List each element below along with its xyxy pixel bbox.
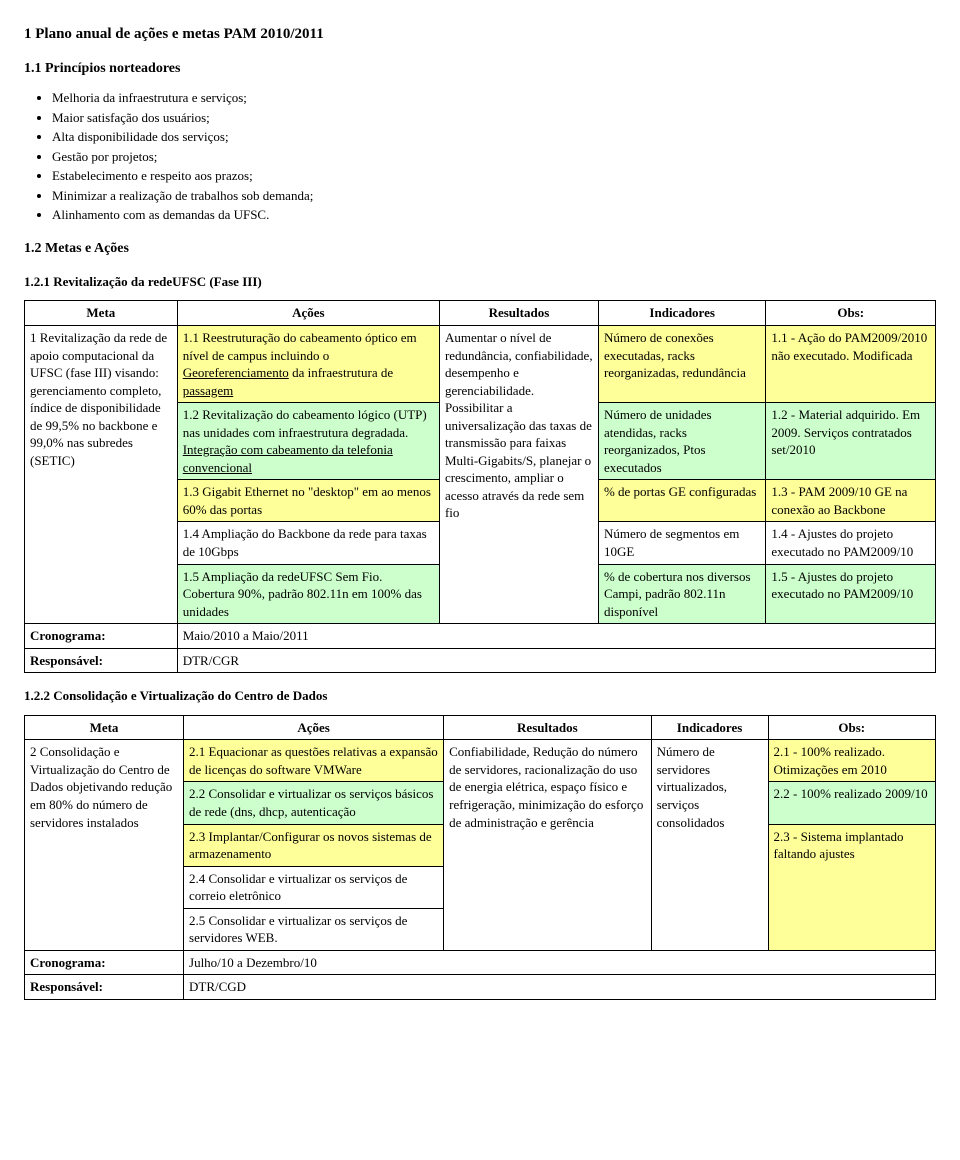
- obs-cell: 1.4 - Ajustes do projeto executado no PA…: [766, 522, 936, 564]
- col-acoes: Ações: [177, 301, 439, 326]
- table-row: 1 Revitalização da rede de apoio computa…: [25, 325, 936, 402]
- col-obs: Obs:: [766, 301, 936, 326]
- indicator-cell: Número de segmentos em 10GE: [598, 522, 765, 564]
- table-1: Meta Ações Resultados Indicadores Obs: 1…: [24, 300, 936, 673]
- section-1-2-title: 1.2 Metas e Ações: [24, 240, 936, 259]
- action-text: da infraestrutura de: [289, 365, 393, 380]
- meta-cell: 1 Revitalização da rede de apoio computa…: [25, 325, 178, 623]
- responsavel-label: Responsável:: [25, 648, 178, 673]
- section-1-2-1-title: 1.2.1 Revitalização da redeUFSC (Fase II…: [24, 273, 936, 291]
- responsavel-value: DTR/CGR: [177, 648, 935, 673]
- cronograma-value: Maio/2010 a Maio/2011: [177, 624, 935, 649]
- principle-item: Gestão por projetos;: [52, 148, 936, 166]
- action-cell: 2.1 Equacionar as questões relativas a e…: [184, 740, 444, 782]
- action-text: 1.1 Reestruturação do cabeamento óptico …: [183, 330, 417, 363]
- table-row: 2 Consolidação e Virtualização do Centro…: [25, 740, 936, 782]
- indicator-cell: Número de servidores virtualizados, serv…: [651, 740, 768, 950]
- principle-item: Melhoria da infraestrutura e serviços;: [52, 89, 936, 107]
- col-indicadores: Indicadores: [651, 715, 768, 740]
- cronograma-label: Cronograma:: [25, 950, 184, 975]
- principle-item: Alta disponibilidade dos serviços;: [52, 128, 936, 146]
- action-underline: Integração com cabeamento da telefonia c…: [183, 442, 393, 475]
- obs-cell: 2.3 - Sistema implantado faltando ajuste…: [768, 824, 936, 950]
- principle-item: Minimizar a realização de trabalhos sob …: [52, 187, 936, 205]
- action-cell: 2.3 Implantar/Configurar os novos sistem…: [184, 824, 444, 866]
- resultados-cell: Confiabilidade, Redução do número de ser…: [444, 740, 651, 950]
- col-resultados: Resultados: [439, 301, 598, 326]
- obs-cell: 1.3 - PAM 2009/10 GE na conexão ao Backb…: [766, 480, 936, 522]
- col-acoes: Ações: [184, 715, 444, 740]
- col-meta: Meta: [25, 301, 178, 326]
- action-underline: passagem: [183, 383, 234, 398]
- cronograma-value: Julho/10 a Dezembro/10: [184, 950, 936, 975]
- indicator-cell: Número de unidades atendidas, racks reor…: [598, 403, 765, 480]
- action-text: 1.2 Revitalização do cabeamento lógico (…: [183, 407, 427, 440]
- resultados-cell: Aumentar o nível de redundância, confiab…: [439, 325, 598, 623]
- principle-item: Maior satisfação dos usuários;: [52, 109, 936, 127]
- action-cell: 1.4 Ampliação do Backbone da rede para t…: [177, 522, 439, 564]
- indicator-cell: Número de conexões executadas, racks reo…: [598, 325, 765, 402]
- action-underline: Georeferenciamento: [183, 365, 289, 380]
- section-1-2-2-title: 1.2.2 Consolidação e Virtualização do Ce…: [24, 687, 936, 705]
- action-cell: 1.5 Ampliação da redeUFSC Sem Fio. Cober…: [177, 564, 439, 624]
- responsavel-label: Responsável:: [25, 975, 184, 1000]
- indicator-cell: % de cobertura nos diversos Campi, padrã…: [598, 564, 765, 624]
- col-obs: Obs:: [768, 715, 936, 740]
- responsavel-value: DTR/CGD: [184, 975, 936, 1000]
- table-header-row: Meta Ações Resultados Indicadores Obs:: [25, 715, 936, 740]
- col-resultados: Resultados: [444, 715, 651, 740]
- obs-cell: 1.5 - Ajustes do projeto executado no PA…: [766, 564, 936, 624]
- obs-cell: 2.1 - 100% realizado. Otimizações em 201…: [768, 740, 936, 782]
- action-cell: 1.1 Reestruturação do cabeamento óptico …: [177, 325, 439, 402]
- action-cell: 2.2 Consolidar e virtualizar os serviços…: [184, 782, 444, 824]
- principle-item: Estabelecimento e respeito aos prazos;: [52, 167, 936, 185]
- cronograma-row: Cronograma: Julho/10 a Dezembro/10: [25, 950, 936, 975]
- table-header-row: Meta Ações Resultados Indicadores Obs:: [25, 301, 936, 326]
- cronograma-row: Cronograma: Maio/2010 a Maio/2011: [25, 624, 936, 649]
- action-cell: 2.5 Consolidar e virtualizar os serviços…: [184, 908, 444, 950]
- table-2: Meta Ações Resultados Indicadores Obs: 2…: [24, 715, 936, 1000]
- meta-cell: 2 Consolidação e Virtualização do Centro…: [25, 740, 184, 950]
- principle-item: Alinhamento com as demandas da UFSC.: [52, 206, 936, 224]
- section-1-1-title: 1.1 Princípios norteadores: [24, 60, 936, 79]
- responsavel-row: Responsável: DTR/CGD: [25, 975, 936, 1000]
- action-cell: 2.4 Consolidar e virtualizar os serviços…: [184, 866, 444, 908]
- obs-cell: 2.2 - 100% realizado 2009/10: [768, 782, 936, 824]
- page-title: 1 Plano anual de ações e metas PAM 2010/…: [24, 24, 936, 44]
- responsavel-row: Responsável: DTR/CGR: [25, 648, 936, 673]
- col-indicadores: Indicadores: [598, 301, 765, 326]
- action-cell: 1.2 Revitalização do cabeamento lógico (…: [177, 403, 439, 480]
- principles-list: Melhoria da infraestrutura e serviços; M…: [52, 89, 936, 224]
- col-meta: Meta: [25, 715, 184, 740]
- action-cell: 1.3 Gigabit Ethernet no "desktop" em ao …: [177, 480, 439, 522]
- obs-cell: 1.2 - Material adquirido. Em 2009. Servi…: [766, 403, 936, 480]
- indicator-cell: % de portas GE configuradas: [598, 480, 765, 522]
- obs-cell: 1.1 - Ação do PAM2009/2010 não executado…: [766, 325, 936, 402]
- cronograma-label: Cronograma:: [25, 624, 178, 649]
